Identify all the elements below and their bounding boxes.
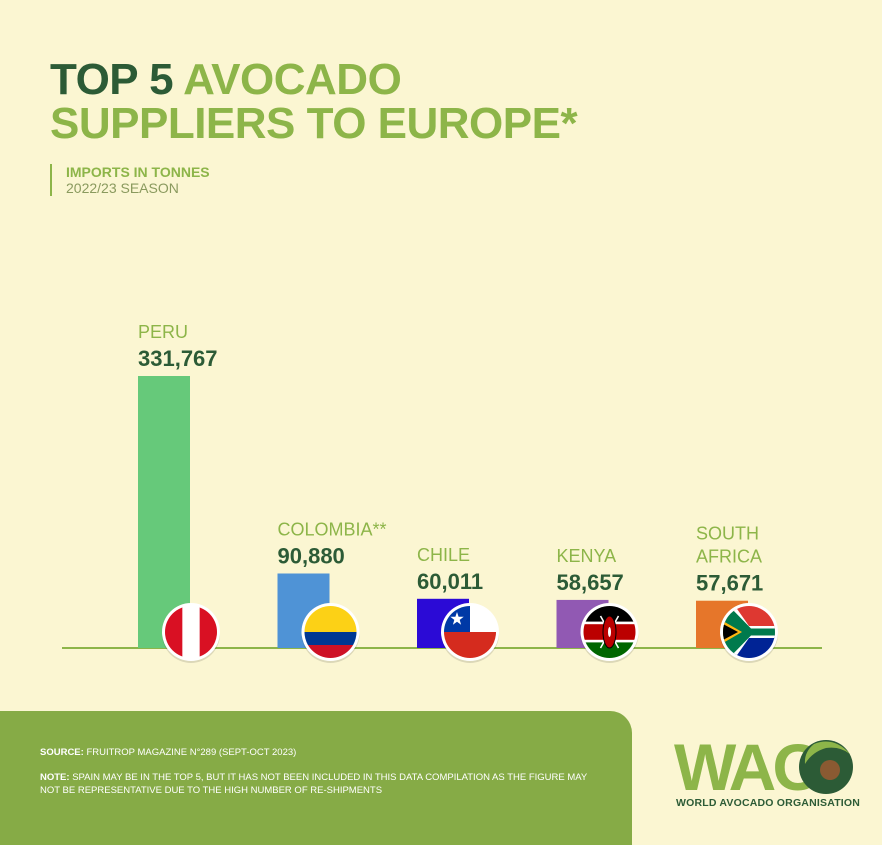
- wao-logo-icon: WAO: [674, 730, 853, 804]
- source-text: SOURCE: FRUITROP MAGAZINE N°289 (SEPT-OC…: [40, 746, 296, 759]
- source-value: FRUITROP MAGAZINE N°289 (SEPT-OCT 2023): [83, 747, 297, 758]
- note-text: NOTE: SPAIN MAY BE IN THE TOP 5, BUT IT …: [40, 771, 600, 797]
- colombia-flag-icon: [301, 603, 360, 663]
- logo-name: WORLD AVOCADO ORGANISATION: [676, 797, 861, 809]
- category-label-peru: PERU: [138, 322, 188, 342]
- chile-flag-icon: [441, 603, 499, 663]
- title-line-2: SUPPLIERS TO EUROPE*: [50, 99, 578, 148]
- value-label-kenya: 58,657: [557, 570, 624, 595]
- title-part-2: AVOCADO: [183, 55, 402, 104]
- note-label: NOTE:: [40, 772, 70, 783]
- footer-panel: SOURCE: FRUITROP MAGAZINE N°289 (SEPT-OC…: [0, 711, 632, 845]
- subtitle-season: 2022/23 SEASON: [66, 180, 179, 196]
- value-label-peru: 331,767: [138, 346, 218, 371]
- category-label-kenya: KENYA: [557, 546, 617, 566]
- category-label-south-africa-line-2: AFRICA: [696, 547, 762, 567]
- subtitle-units: IMPORTS IN TONNES: [66, 164, 210, 180]
- category-label-chile: CHILE: [417, 545, 470, 565]
- kenya-flag-icon: [580, 603, 639, 663]
- value-label-colombia: 90,880: [278, 543, 345, 568]
- peru-flag-icon: [162, 603, 220, 663]
- subtitle: IMPORTS IN TONNES 2022/23 SEASON: [50, 164, 210, 196]
- note-value: SPAIN MAY BE IN THE TOP 5, BUT IT HAS NO…: [40, 772, 588, 796]
- value-label-chile: 60,011: [417, 569, 483, 594]
- category-label-south-africa-line-1: SOUTH: [696, 524, 759, 544]
- category-label-colombia: COLOMBIA**: [278, 519, 387, 539]
- chart-title: TOP 5 AVOCADO SUPPLIERS TO EUROPE*: [50, 55, 578, 148]
- source-label: SOURCE:: [40, 747, 84, 758]
- south-africa-flag-icon: [720, 603, 778, 663]
- bar-chart: 331,767 PERU 90,880 COLOMBIA** 60,011 CHILE 58…: [62, 322, 822, 663]
- title-part-1: TOP 5: [50, 55, 174, 104]
- bar-peru: [138, 376, 190, 648]
- value-label-south-africa: 57,671: [696, 571, 763, 596]
